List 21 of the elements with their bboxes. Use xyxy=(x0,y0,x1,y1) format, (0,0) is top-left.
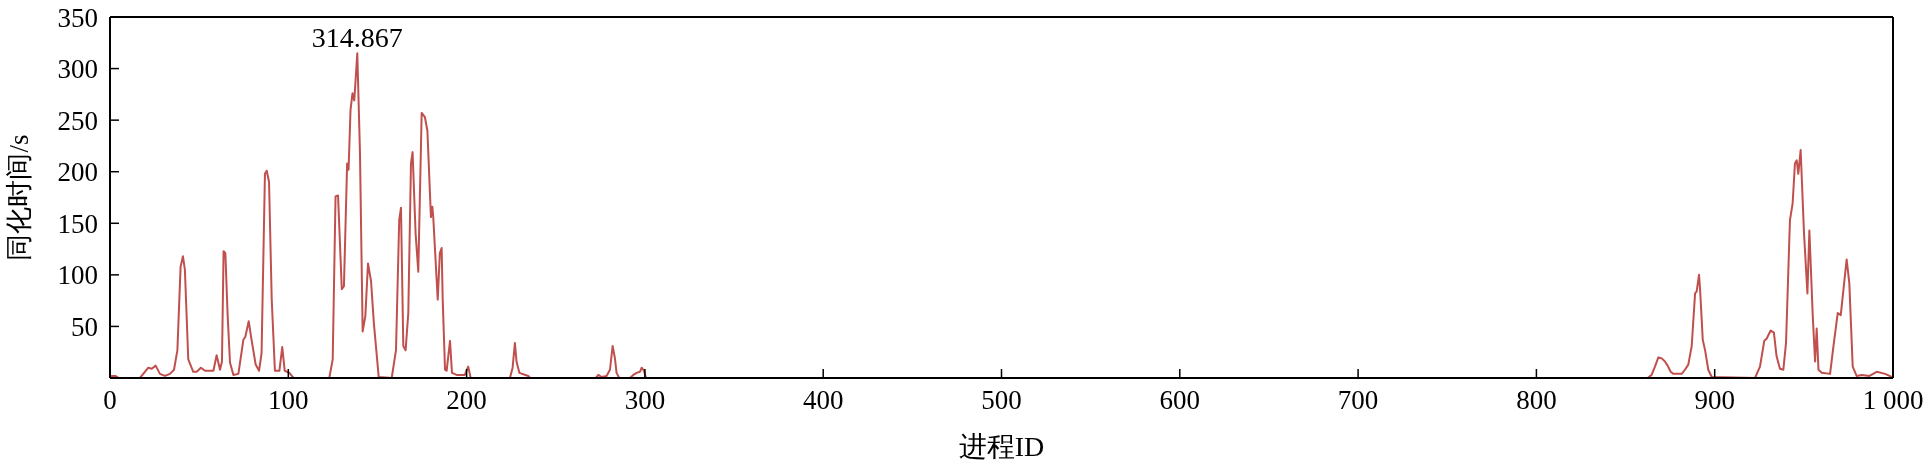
y-tick-label: 50 xyxy=(71,312,98,343)
x-tick-label: 0 xyxy=(103,385,117,416)
x-tick-label: 400 xyxy=(802,385,844,416)
y-tick-label: 250 xyxy=(57,105,98,136)
annotation: 314.867 xyxy=(311,22,403,54)
y-tick-label: 100 xyxy=(57,260,98,291)
y-axis-title: 同化时间/s xyxy=(4,134,34,261)
y-tick-label: 200 xyxy=(57,157,98,188)
x-tick-label: 100 xyxy=(268,385,309,416)
y-tick-label: 350 xyxy=(57,2,98,33)
x-tick-label: 900 xyxy=(1694,385,1735,416)
x-tick-label: 800 xyxy=(1516,385,1557,416)
y-tick-label: 300 xyxy=(57,54,98,85)
y-tick-label: 150 xyxy=(57,208,98,239)
x-tick-label: 500 xyxy=(981,385,1022,416)
x-tick-label: 600 xyxy=(1159,385,1201,416)
x-tick-label: 300 xyxy=(624,385,666,416)
x-axis-title: 进程ID xyxy=(958,430,1045,462)
x-tick-label: 200 xyxy=(446,385,487,416)
x-tick-label: 1 000 xyxy=(1862,385,1924,416)
x-tick-label: 700 xyxy=(1337,385,1379,416)
